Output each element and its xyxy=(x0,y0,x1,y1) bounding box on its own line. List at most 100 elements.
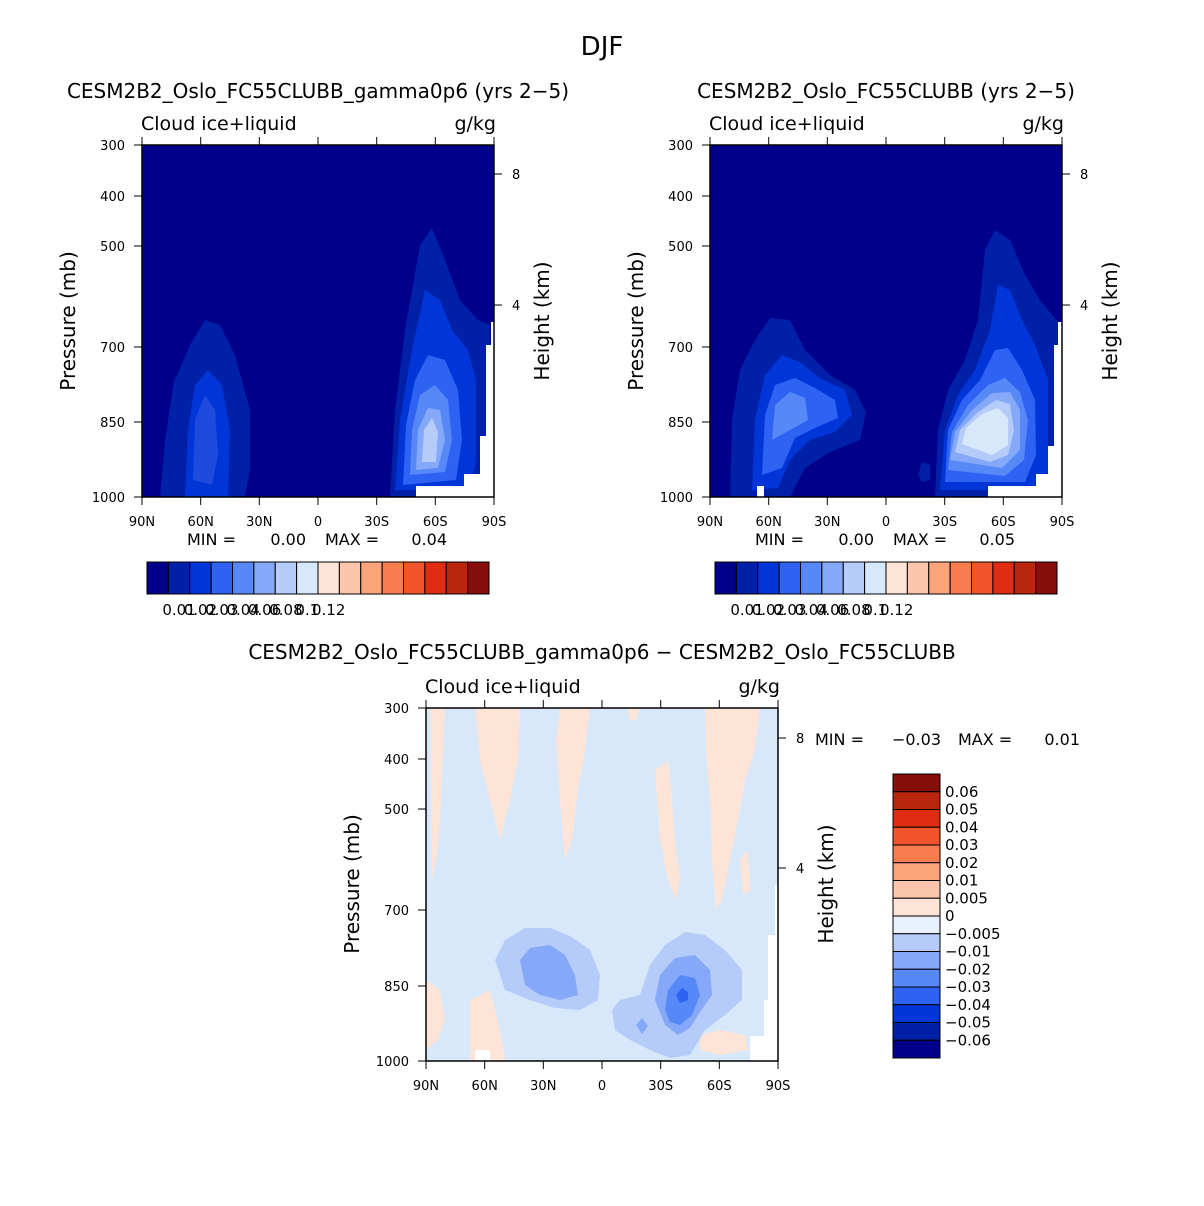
panel-1-xtick: 90S xyxy=(482,515,507,530)
panel-1-colorbar-label: 0.12 xyxy=(312,601,345,619)
panel-3-colorbar-label: 0.01 xyxy=(945,872,978,890)
panel-3-colorbar-label: 0.05 xyxy=(945,801,978,819)
panel-1-colorbar-swatch xyxy=(232,561,255,595)
panel-3-colorbar-swatch xyxy=(892,826,941,846)
panel-3-ytick: 400 xyxy=(384,753,409,768)
panel-1-variable-label: Cloud ice+liquid xyxy=(141,113,297,135)
panel-3-y-axis xyxy=(418,707,786,1062)
panel-3-sh-negative-4 xyxy=(676,988,688,1003)
panel-2-title: CESM2B2_Oslo_FC55CLUBB (yrs 2−5) xyxy=(697,79,1075,103)
panel-3-plot-area xyxy=(425,707,779,1062)
panel-3-xtick: 90N xyxy=(413,1079,439,1094)
panel-1-xtick: 60S xyxy=(423,515,448,530)
panel-1-max-value: 0.04 xyxy=(411,530,447,549)
panel-2-units: g/kg xyxy=(1022,113,1064,135)
panel-3-xtick: 30S xyxy=(648,1079,673,1094)
panel-1-colorbar-swatch xyxy=(167,561,191,595)
panel-3-title: CESM2B2_Oslo_FC55CLUBB_gamma0p6 − CESM2B… xyxy=(248,640,955,664)
panel-2-y2label: Height (km) xyxy=(1098,261,1122,380)
panel-2-xtick: 0 xyxy=(882,515,890,530)
panel-1-colorbar-swatch xyxy=(338,561,362,595)
panel-1-ytick: 700 xyxy=(100,341,125,356)
panel-2-plot-area xyxy=(709,144,1063,498)
panel-3-ytick: 500 xyxy=(384,803,409,818)
panel-3-colorbar-label: −0.02 xyxy=(945,960,991,978)
panel-1-colorbar-swatch xyxy=(296,561,319,595)
panel-3-colorbar-label: 0.06 xyxy=(945,783,978,801)
panel-1-colorbar-label: 0.08 xyxy=(269,601,302,619)
panel-3-colorbar-swatch xyxy=(892,897,941,917)
panel-3-colorbar-label: −0.05 xyxy=(945,1014,991,1032)
panel-1: CESM2B2_Oslo_FC55CLUBB_gamma0p6 (yrs 2−5… xyxy=(56,79,569,619)
panel-1-colorbar-label: 0.03 xyxy=(205,601,238,619)
panel-3-missing-data-right xyxy=(750,885,778,1061)
panel-3-colorbar-swatch xyxy=(892,880,941,899)
panel-3-ytick: 700 xyxy=(384,904,409,919)
panel-1-colorbar-swatch xyxy=(445,561,469,595)
panel-3-colorbar-label: 0.02 xyxy=(945,854,978,872)
panel-3-colorbar-swatch xyxy=(892,862,941,881)
panel-3-positive-patch xyxy=(705,708,760,910)
panel-1-colorbar-swatch xyxy=(146,561,169,595)
panel-3-small-negative xyxy=(636,1018,648,1034)
panel-1-colorbar-swatch xyxy=(274,561,298,595)
panel-2-missing-data-right xyxy=(988,322,1062,497)
panel-3: CESM2B2_Oslo_FC55CLUBB_gamma0p6 − CESM2B… xyxy=(248,640,1080,1094)
panel-2-colorbar-label: 0.08 xyxy=(837,601,870,619)
panel-2-colorbar-label: 0.04 xyxy=(794,601,827,619)
panel-3-ylabel: Pressure (mb) xyxy=(340,814,364,954)
panel-3-xtick: 30N xyxy=(530,1079,556,1094)
panel-2-colorbar-label: 0.01 xyxy=(730,601,763,619)
panel-1-ytick: 300 xyxy=(100,139,125,154)
panel-3-missing-data xyxy=(475,1050,490,1061)
panel-3-colorbar-swatch xyxy=(892,1022,941,1041)
panel-2-xtick: 30S xyxy=(932,515,957,530)
panel-2-colorbar-label: 0.03 xyxy=(773,601,806,619)
panel-3-colorbar-swatch xyxy=(892,1039,941,1059)
panel-1-nh-contour-3 xyxy=(193,395,218,485)
panel-2-colorbar-swatch xyxy=(735,561,759,595)
panel-2-colorbar-label: 0.06 xyxy=(816,601,849,619)
panel-2-colorbar-swatch xyxy=(906,561,930,595)
panel-3-colorbar-swatch xyxy=(892,951,941,970)
panel-2-colorbar-swatch xyxy=(714,561,737,595)
panel-1-colorbar-swatch xyxy=(424,561,447,595)
panel-2-colorbar-swatch xyxy=(864,561,887,595)
panel-3-positive-patch xyxy=(556,708,590,860)
panel-2-colorbar-swatch xyxy=(821,561,844,595)
panel-1-colorbar-swatch xyxy=(360,561,383,595)
panel-1-plot-area xyxy=(141,144,495,498)
panel-3-positive-patch xyxy=(700,1030,748,1055)
panel-3-positive-patch xyxy=(655,760,680,900)
panel-3-y2tick: 8 xyxy=(796,732,804,747)
panel-2-variable-label: Cloud ice+liquid xyxy=(709,113,865,135)
panel-3-xtick: 0 xyxy=(598,1079,606,1094)
panel-3-nh-negative-2 xyxy=(520,945,578,1000)
panel-1-xtick: 30N xyxy=(246,515,272,530)
panel-3-y2label: Height (km) xyxy=(814,824,838,943)
panel-2-small-patch xyxy=(918,462,930,482)
panel-2-min-value: 0.00 xyxy=(838,530,874,549)
panel-2-xtick: 90N xyxy=(697,515,723,530)
panel-1-y2tick: 8 xyxy=(512,168,520,183)
panel-3-variable-label: Cloud ice+liquid xyxy=(425,676,581,698)
panel-1-ytick: 850 xyxy=(100,416,125,431)
panel-2-min-label: MIN = xyxy=(755,530,804,549)
panel-1-ytick: 400 xyxy=(100,190,125,205)
panel-2-nh-contour-4 xyxy=(772,392,808,440)
panel-2-xtick: 60S xyxy=(991,515,1016,530)
panel-2-missing-data xyxy=(757,486,764,497)
panel-1-xtick: 30S xyxy=(364,515,389,530)
panel-3-colorbar-label: 0.03 xyxy=(945,836,978,854)
panel-3-colorbar-swatch xyxy=(892,1004,941,1023)
panel-3-x-axis xyxy=(425,700,779,1069)
panel-2: CESM2B2_Oslo_FC55CLUBB (yrs 2−5) Cloud i… xyxy=(624,79,1122,619)
panel-3-colorbar-label: −0.005 xyxy=(945,925,1001,943)
panel-2-max-value: 0.05 xyxy=(979,530,1015,549)
panel-1-xtick: 90N xyxy=(129,515,155,530)
panel-2-y2tick: 8 xyxy=(1080,168,1088,183)
panel-1-y2tick: 4 xyxy=(512,299,520,314)
panel-3-colorbar-label: −0.01 xyxy=(945,943,991,961)
panel-1-sh-contour-6 xyxy=(422,418,438,462)
panel-2-xtick: 90S xyxy=(1050,515,1075,530)
